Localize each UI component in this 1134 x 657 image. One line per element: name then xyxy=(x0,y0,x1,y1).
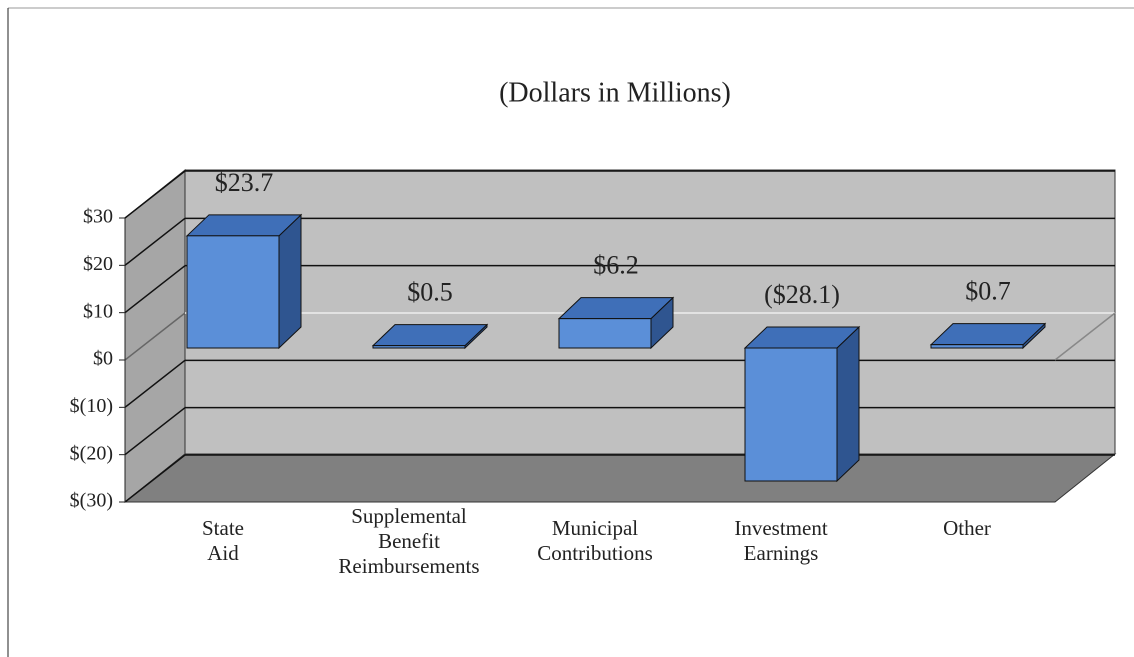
grid-line xyxy=(124,407,186,456)
x-tick-line: Investment xyxy=(734,516,827,540)
x-tick-line: Contributions xyxy=(537,541,653,565)
y-tick-label: $(20) xyxy=(70,442,113,464)
bar xyxy=(372,345,466,349)
bar xyxy=(186,235,280,349)
x-tick-line: Benefit xyxy=(378,529,440,553)
x-tick-line: Supplemental xyxy=(351,504,467,528)
value-label: ($28.1) xyxy=(764,280,840,309)
bar xyxy=(558,318,652,349)
x-tick-label: Other xyxy=(943,516,991,540)
grid-line xyxy=(124,265,186,314)
x-tick-line: Aid xyxy=(207,541,239,565)
x-tick-label: Municipal Contributions xyxy=(537,516,653,565)
floor xyxy=(123,453,1117,503)
x-tick-label: Supplemental Benefit Reimbursements xyxy=(338,504,479,578)
x-tick-label: Investment Earnings xyxy=(734,516,827,565)
grid-line xyxy=(124,217,186,266)
x-tick-line: State xyxy=(202,516,244,540)
grid-line xyxy=(124,312,186,361)
grid-line xyxy=(124,359,186,408)
value-label: $23.7 xyxy=(215,168,274,197)
x-tick-line: Reimbursements xyxy=(338,554,479,578)
value-label: $6.2 xyxy=(593,251,639,280)
y-tick-label: $0 xyxy=(93,348,113,370)
x-tick-line: Other xyxy=(943,516,991,540)
y-tick-label: $30 xyxy=(83,206,113,228)
y-tick-label: $(10) xyxy=(70,395,113,417)
x-tick-line: Earnings xyxy=(744,541,819,565)
bar-side xyxy=(836,325,860,483)
x-tick-label: State Aid xyxy=(202,516,244,565)
x-tick-line: Municipal xyxy=(552,516,638,540)
grid-line xyxy=(124,454,186,503)
bar-side xyxy=(278,213,302,350)
zero-edge xyxy=(1054,312,1116,361)
grid-line xyxy=(124,170,186,219)
y-tick-label: $(30) xyxy=(70,490,113,512)
value-label: $0.5 xyxy=(407,278,453,307)
chart-title: (Dollars in Millions) xyxy=(499,77,731,108)
y-tick-label: $10 xyxy=(83,300,113,322)
value-label: $0.7 xyxy=(965,277,1011,306)
bar xyxy=(744,347,838,482)
y-tick-label: $20 xyxy=(83,253,113,275)
bar xyxy=(930,344,1024,349)
